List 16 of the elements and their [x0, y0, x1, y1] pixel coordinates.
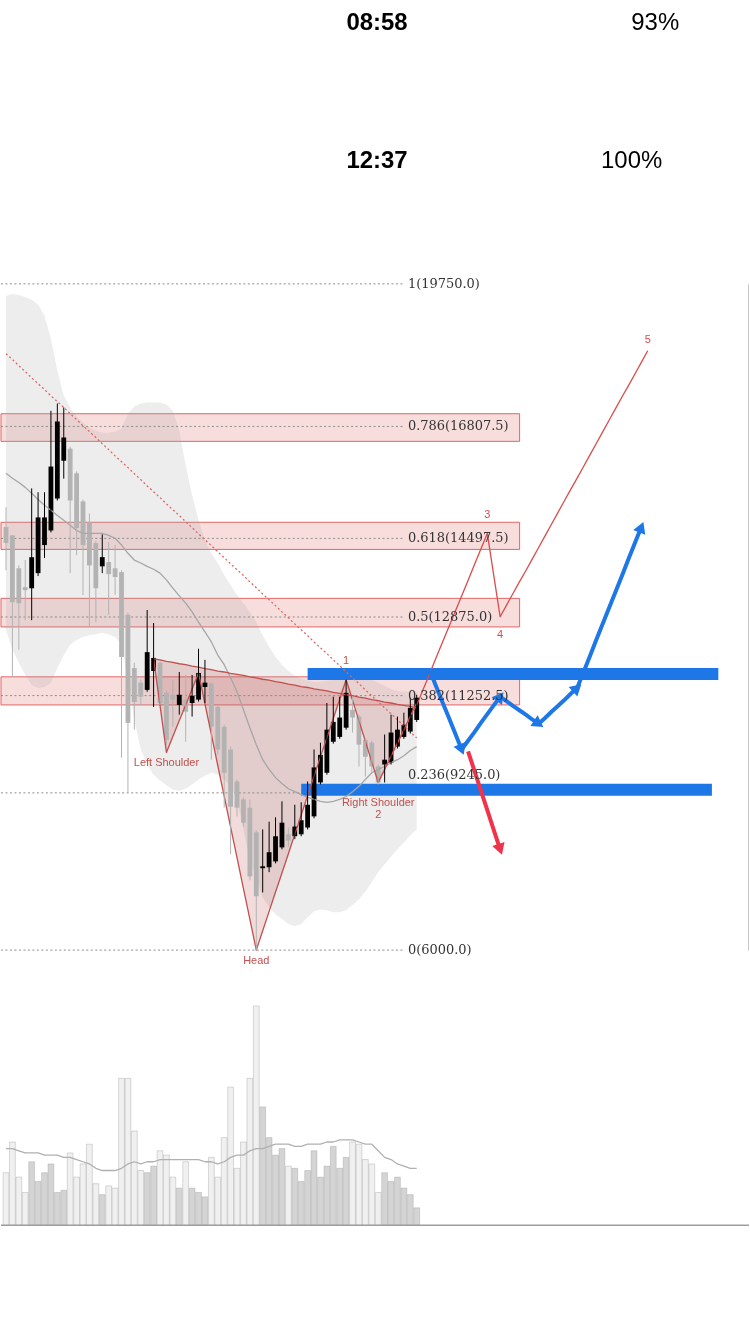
- annotation: Left Shoulder: [133, 755, 200, 768]
- text: 100%: [601, 146, 663, 174]
- annotation: Right Shoulder: [341, 795, 415, 808]
- annotation: 3: [484, 507, 491, 520]
- annotation: Head: [243, 953, 270, 966]
- text: 12:37: [346, 146, 408, 174]
- annotation: 5: [644, 333, 651, 346]
- ref-line-label: 0.5(12875.0): [407, 608, 493, 624]
- annotation: 1: [343, 654, 350, 667]
- text: 08:58: [346, 7, 408, 35]
- text: 93%: [631, 7, 680, 35]
- ref-line-label: 0.786(16807.5): [407, 418, 509, 434]
- annotation: 4: [497, 628, 504, 641]
- annotation: 2: [375, 807, 382, 820]
- ref-line-label: 0(6000.0): [407, 942, 472, 958]
- ref-line-label: 1(19750.0): [407, 275, 480, 291]
